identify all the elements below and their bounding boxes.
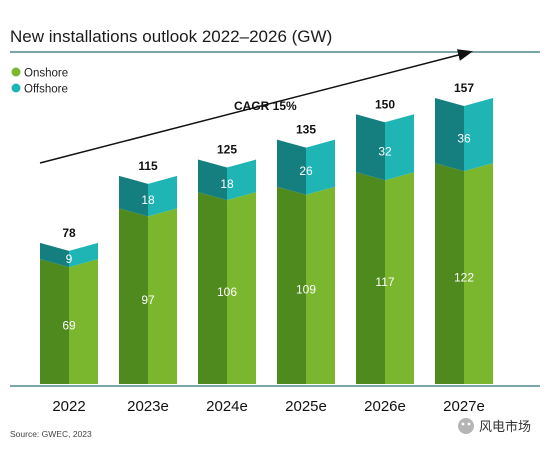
onshore-value-2023e: 97 bbox=[141, 293, 155, 307]
onshore-value-2024e: 106 bbox=[217, 285, 237, 299]
chart-title: New installations outlook 2022–2026 (GW) bbox=[10, 27, 332, 46]
bar-onshore-2024e-front bbox=[227, 192, 256, 384]
offshore-value-2027e: 36 bbox=[457, 132, 471, 146]
offshore-value-2025e: 26 bbox=[299, 164, 313, 178]
watermark: 风电市场 bbox=[458, 418, 531, 435]
bar-offshore-2023e-side bbox=[119, 175, 148, 217]
wechat-icon-eye-left bbox=[461, 422, 465, 426]
bar-onshore-2025e-side bbox=[277, 186, 306, 384]
bar-offshore-2023e-front bbox=[148, 175, 177, 217]
x-tick-labels: 2022 2023e 2024e 2025e 2026e 2027e bbox=[52, 398, 485, 415]
legend-offshore-marker bbox=[11, 83, 21, 93]
bar-offshore-2022-side bbox=[40, 242, 69, 268]
wechat-icon bbox=[458, 418, 474, 434]
total-value-2024e: 125 bbox=[217, 143, 237, 157]
x-tick-2024e: 2024e bbox=[206, 398, 248, 415]
legend-offshore-label: Offshore bbox=[24, 84, 68, 96]
x-tick-2025e: 2025e bbox=[285, 398, 327, 415]
watermark-text: 风电市场 bbox=[479, 419, 531, 435]
onshore-value-2025e: 109 bbox=[296, 282, 316, 296]
bars-group: 69 9 78 97 18 115 106 18 125 109 26 135 117 32 150 122 3… bbox=[40, 81, 493, 384]
legend: Onshore Offshore bbox=[11, 67, 68, 96]
bar-onshore-2023e-side bbox=[119, 208, 148, 384]
bar-offshore-2024e-front bbox=[227, 159, 256, 201]
bar-onshore-2026e-front bbox=[385, 172, 414, 384]
source-note: Source: GWEC, 2023 bbox=[10, 429, 92, 439]
offshore-value-2024e: 18 bbox=[220, 177, 234, 191]
onshore-value-2026e: 117 bbox=[375, 275, 394, 289]
cagr-annotation: CAGR 15% bbox=[234, 99, 297, 113]
onshore-value-2027e: 122 bbox=[454, 271, 474, 285]
offshore-value-2026e: 32 bbox=[378, 144, 392, 158]
offshore-value-2022: 9 bbox=[66, 252, 73, 266]
bar-offshore-2022-front bbox=[69, 242, 98, 268]
bar-offshore-2025e-side bbox=[277, 139, 306, 195]
offshore-value-2023e: 18 bbox=[141, 193, 155, 207]
bar-offshore-2027e-side bbox=[435, 98, 464, 172]
bar-offshore-2025e-front bbox=[306, 139, 335, 195]
total-value-2026e: 150 bbox=[375, 97, 395, 111]
total-value-2022: 78 bbox=[62, 226, 76, 240]
bar-onshore-2024e-side bbox=[198, 192, 227, 384]
legend-onshore-label: Onshore bbox=[24, 68, 68, 80]
x-tick-2023e: 2023e bbox=[127, 398, 169, 415]
bar-onshore-2022-side bbox=[40, 259, 69, 384]
total-value-2027e: 157 bbox=[454, 81, 474, 95]
cagr-trend-arrow bbox=[39, 49, 473, 164]
bar-onshore-2027e-front bbox=[464, 163, 493, 384]
bar-onshore-2023e-front bbox=[148, 208, 177, 384]
legend-onshore-marker bbox=[11, 67, 21, 77]
x-tick-2022: 2022 bbox=[52, 398, 85, 415]
onshore-value-2022: 69 bbox=[62, 319, 76, 333]
bar-offshore-2026e-side bbox=[356, 114, 385, 181]
bar-offshore-2024e-side bbox=[198, 159, 227, 201]
bar-onshore-2025e-front bbox=[306, 186, 335, 384]
bar-offshore-2026e-front bbox=[385, 114, 414, 181]
total-value-2025e: 135 bbox=[296, 123, 316, 137]
bar-offshore-2027e-front bbox=[464, 98, 493, 172]
x-tick-2027e: 2027e bbox=[443, 398, 485, 415]
x-tick-2026e: 2026e bbox=[364, 398, 406, 415]
bar-onshore-2027e-side bbox=[435, 163, 464, 384]
wechat-icon-eye-right bbox=[467, 422, 471, 426]
bar-onshore-2026e-side bbox=[356, 172, 385, 384]
total-value-2023e: 115 bbox=[138, 159, 158, 173]
bar-onshore-2022-front bbox=[69, 259, 98, 384]
